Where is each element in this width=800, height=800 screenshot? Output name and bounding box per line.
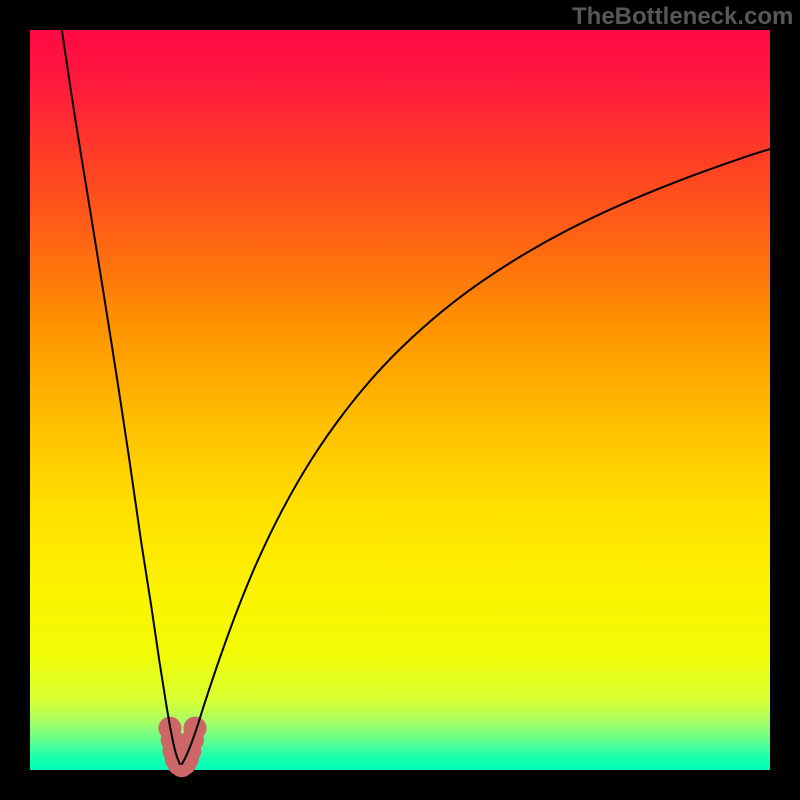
gradient-field — [30, 30, 770, 770]
chart-root: TheBottleneck.com — [0, 0, 800, 800]
chart-svg — [0, 0, 800, 800]
watermark-text: TheBottleneck.com — [572, 3, 793, 31]
